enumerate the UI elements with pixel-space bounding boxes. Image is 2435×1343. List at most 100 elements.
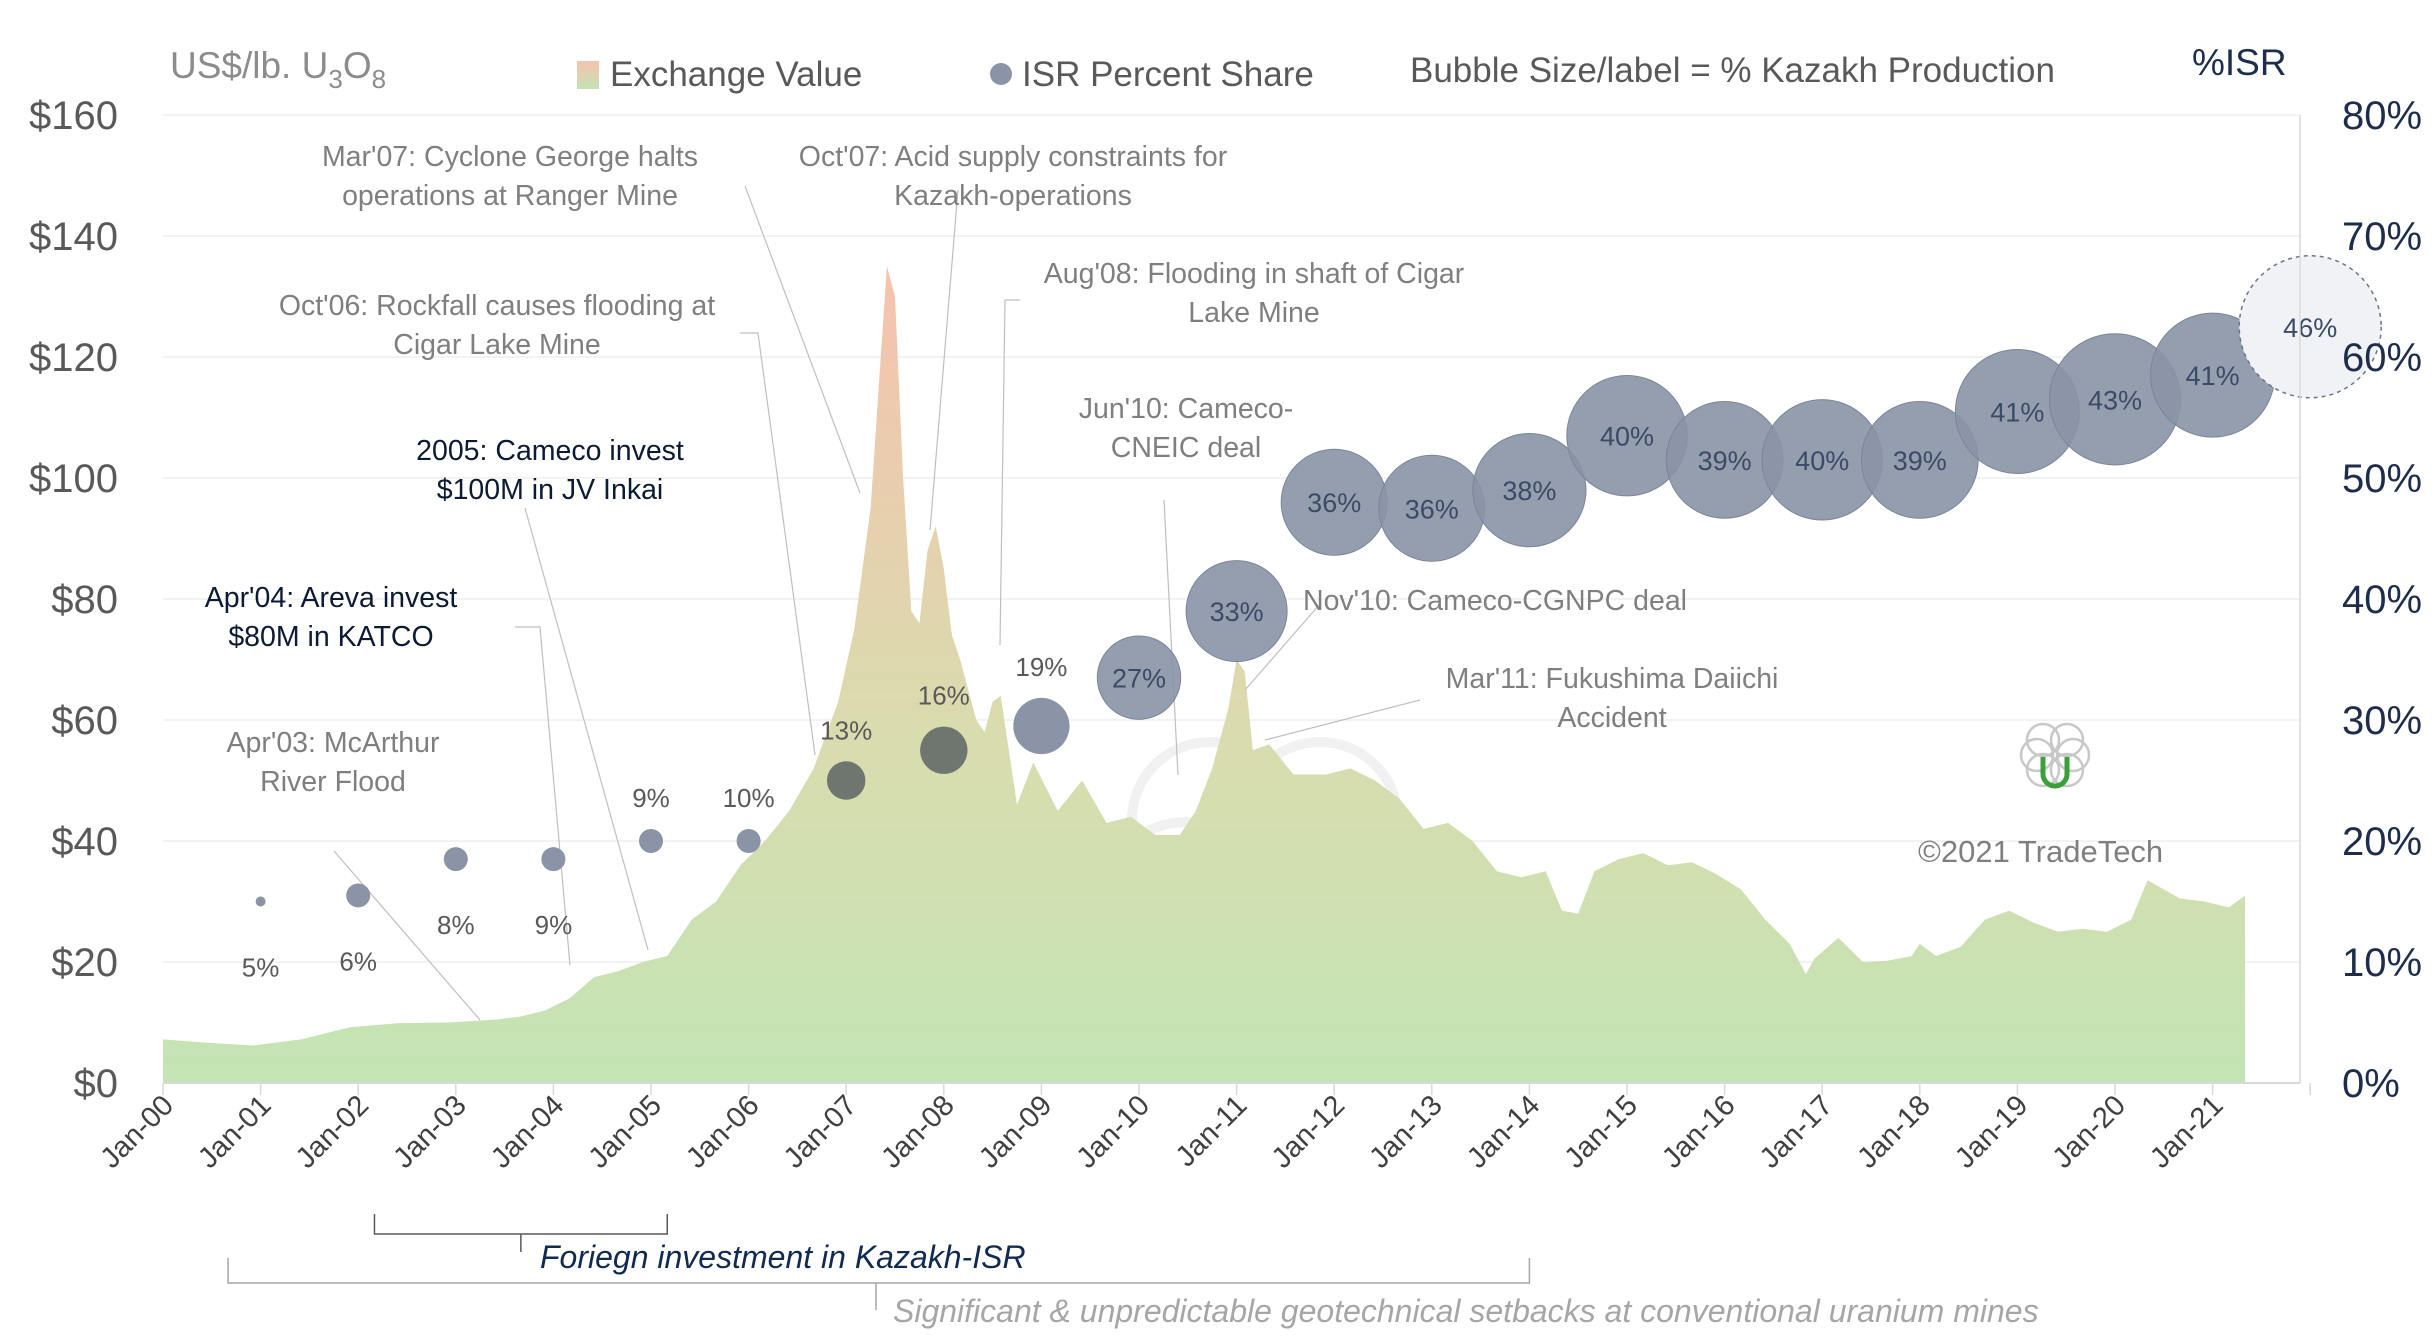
annotation-text: Apr'04: Areva invest $80M in KATCO bbox=[205, 582, 458, 653]
isr-bubble bbox=[1185, 560, 1288, 663]
y-right-tick-label: 60% bbox=[2342, 336, 2422, 380]
unit-prefix: US$/lb. U bbox=[170, 45, 328, 86]
x-tick-label: Jan-01 bbox=[192, 1089, 277, 1174]
isr-bubble-label: 39% bbox=[1893, 446, 1947, 476]
tradetech-logo-icon bbox=[2019, 722, 2091, 789]
period-brackets: Foriegn investment in Kazakh-ISR Signific… bbox=[227, 1214, 2039, 1329]
isr-bubble-label: 5% bbox=[242, 953, 280, 983]
y-right-tick-label: 80% bbox=[2342, 94, 2422, 138]
logo-u bbox=[2040, 757, 2070, 789]
annotation-leader bbox=[1163, 499, 1179, 776]
legend-isr-label: ISR Percent Share bbox=[1022, 55, 1314, 94]
isr-bubble-label: 16% bbox=[918, 681, 970, 711]
annotation-text: 2005: Cameco invest $100M in JV Inkai bbox=[416, 435, 684, 506]
isr-bubble bbox=[736, 829, 761, 853]
isr-bubble-label: 43% bbox=[2088, 385, 2142, 415]
annotation-line: Accident bbox=[1557, 702, 1666, 734]
y-left-tick-label: $120 bbox=[29, 336, 118, 380]
y-right-tick-label: 40% bbox=[2342, 578, 2422, 622]
unit-sub-3: 3 bbox=[328, 64, 342, 94]
annotation-line: Apr'04: Areva invest bbox=[205, 582, 458, 614]
annotation-line: Apr'03: McArthur bbox=[227, 727, 440, 759]
isr-bubble-label: 9% bbox=[535, 910, 573, 940]
y-right-tick-label: 20% bbox=[2342, 820, 2422, 864]
annotation-leader bbox=[740, 332, 816, 756]
annotation-line: Mar'11: Fukushima Daiichi bbox=[1446, 663, 1779, 695]
annotation-line: Oct'07: Acid supply constraints for bbox=[799, 141, 1228, 173]
annotation-line: Oct'06: Rockfall causes flooding at bbox=[279, 290, 715, 322]
bracket-geotechnical-label: Significant & unpredictable geotechnical… bbox=[893, 1293, 2039, 1329]
annotations: Apr'03: McArthur River Flood Apr'04: Areva… bbox=[205, 141, 1779, 798]
annotation-line: operations at Ranger Mine bbox=[342, 180, 678, 212]
y-left-tick-label: $60 bbox=[51, 699, 118, 743]
annotation-text: Oct'06: Rockfall causes flooding at Cigar… bbox=[279, 290, 715, 361]
isr-bubble-projected bbox=[2238, 255, 2382, 399]
isr-bubble-label: 40% bbox=[1600, 422, 1654, 452]
logo-ring bbox=[2025, 752, 2061, 788]
isr-bubble-label: 41% bbox=[2186, 361, 2240, 391]
exchange-value-area bbox=[163, 266, 2246, 1083]
isr-bubbles: 5% 6% 8% 9% 9% 10% 13% 16% 19% 27% 33% 36% 36% 38% 40%… bbox=[242, 255, 2382, 983]
isr-bubble-label: 36% bbox=[1307, 488, 1361, 518]
annotation-leader bbox=[1244, 603, 1321, 691]
annotation-line: 2005: Cameco invest bbox=[416, 435, 684, 467]
logo-ring bbox=[2019, 737, 2055, 773]
annotation-line: Nov'10: Cameco-CGNPC deal bbox=[1303, 585, 1687, 617]
isr-bubble-label: 36% bbox=[1405, 494, 1459, 524]
x-tick-label: Jan-07 bbox=[778, 1089, 863, 1174]
x-tick-label: Jan-02 bbox=[290, 1089, 375, 1174]
annotation-line: Aug'08: Flooding in shaft of Cigar bbox=[1044, 258, 1465, 290]
bracket-foreign-investment bbox=[373, 1214, 669, 1252]
annotation-text: Jun'10: Cameco- CNEIC deal bbox=[1079, 393, 1294, 464]
isr-bubble bbox=[255, 896, 266, 907]
x-tick-label: Jan-16 bbox=[1656, 1089, 1741, 1174]
logo-ring bbox=[2055, 737, 2091, 773]
isr-bubble-label: 41% bbox=[1990, 397, 2044, 427]
isr-bubble-label: 27% bbox=[1112, 664, 1166, 694]
x-tick-label: Jan-12 bbox=[1266, 1089, 1351, 1174]
logo-ring bbox=[2049, 752, 2085, 788]
annotation-text: Oct'07: Acid supply constraints for Kazak… bbox=[799, 141, 1228, 212]
annotation-text: Aug'08: Flooding in shaft of Cigar Lake M… bbox=[1044, 258, 1465, 329]
x-tick-label: Jan-20 bbox=[2047, 1089, 2132, 1174]
isr-bubble-label: 19% bbox=[1015, 652, 1067, 682]
x-tick-label: Jan-17 bbox=[1754, 1089, 1839, 1174]
x-tick-label: Jan-09 bbox=[973, 1089, 1058, 1174]
annotation-text: Mar'07: Cyclone George halts operations a… bbox=[322, 141, 698, 212]
x-tick-label: Jan-11 bbox=[1170, 1089, 1254, 1173]
legend-isr-dot bbox=[990, 63, 1012, 85]
y-right-tick-label: 30% bbox=[2342, 699, 2422, 743]
y-right-tick-label: 0% bbox=[2342, 1062, 2400, 1106]
x-tick-label: Jan-10 bbox=[1071, 1089, 1156, 1174]
annotation-leader bbox=[333, 850, 481, 1021]
isr-bubble-label: 9% bbox=[632, 783, 670, 813]
annotation-leader-lines bbox=[333, 185, 1421, 1021]
right-axis-label: %ISR bbox=[2192, 42, 2287, 83]
isr-bubble-label: 8% bbox=[437, 910, 475, 940]
x-tick-label: Jan-14 bbox=[1461, 1089, 1546, 1174]
logo-ring bbox=[2025, 722, 2061, 758]
annotation-line: River Flood bbox=[260, 766, 406, 798]
annotation-line: Cigar Lake Mine bbox=[393, 329, 601, 361]
y-right-tick-label: 10% bbox=[2342, 941, 2422, 985]
x-tick-label: Jan-08 bbox=[875, 1089, 960, 1174]
annotation-text: Apr'03: McArthur River Flood bbox=[227, 727, 440, 798]
isr-bubble-label: 46% bbox=[2283, 313, 2337, 343]
isr-bubble-label: 13% bbox=[820, 715, 872, 745]
isr-bubble bbox=[346, 883, 371, 908]
annotation-leader bbox=[744, 185, 861, 494]
isr-bubble-label: 33% bbox=[1210, 597, 1264, 627]
unit-sub-8: 8 bbox=[372, 64, 386, 94]
x-tick-label: Jan-21 bbox=[2144, 1089, 2229, 1174]
legend-bubble-note: Bubble Size/label = % Kazakh Production bbox=[1410, 51, 2055, 90]
isr-bubble-label: 38% bbox=[1502, 476, 1556, 506]
annotation-line: $100M in JV Inkai bbox=[437, 474, 664, 506]
x-tick-label: Jan-19 bbox=[1949, 1089, 2034, 1174]
y-left-tick-label: $100 bbox=[29, 457, 118, 501]
x-tick-label: Jan-04 bbox=[485, 1089, 570, 1174]
x-tick-label: Jan-13 bbox=[1363, 1089, 1448, 1174]
annotation-text: Nov'10: Cameco-CGNPC deal bbox=[1303, 585, 1687, 617]
isr-bubble bbox=[541, 847, 566, 872]
copyright-text: ©2021 TradeTech bbox=[1918, 834, 2163, 869]
legend-exchange-swatch bbox=[577, 61, 599, 89]
